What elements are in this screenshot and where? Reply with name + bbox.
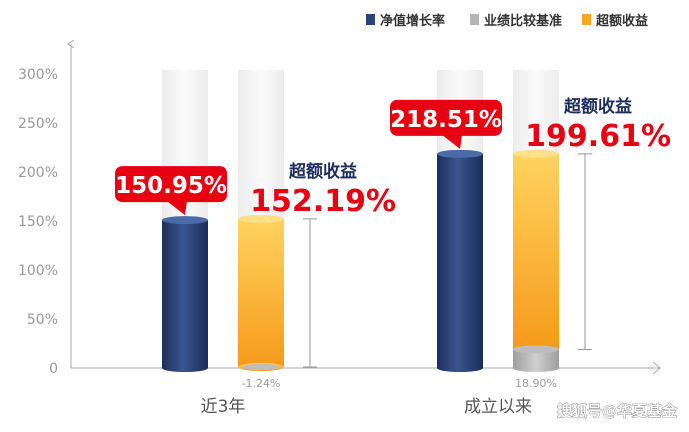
watermark: 搜狐号@华夏基金 — [557, 402, 678, 420]
bar-nav-1 — [162, 216, 208, 372]
legend-label: 业绩比较基准 — [484, 13, 562, 29]
y-tick-label: 150% — [18, 214, 58, 230]
bar-excess-2 — [513, 149, 559, 354]
excess-annotation-value: 199.61% — [525, 119, 671, 154]
bar-benchmark-2 — [513, 345, 559, 372]
benchmark-value-label: 18.90% — [515, 377, 557, 390]
bars: -1.24% 18.90% — [162, 149, 559, 390]
y-tick-label: 300% — [18, 67, 58, 83]
y-tick-label: 250% — [18, 116, 58, 132]
bar-excess-1 — [238, 214, 284, 371]
category-label: 成立以来 — [464, 397, 532, 417]
bar-benchmark-1 — [242, 364, 280, 370]
excess-bracket — [578, 153, 592, 350]
legend-swatch — [582, 14, 591, 25]
y-tick-label: 50% — [27, 312, 58, 328]
nav-callout-2: 218.51% — [390, 99, 502, 149]
x-axis-arrow — [652, 361, 661, 375]
legend-swatch — [470, 14, 479, 25]
bar-nav-2 — [437, 149, 483, 372]
category-labels: 近3年 成立以来 — [201, 397, 532, 417]
legend-swatch — [366, 14, 375, 25]
axes: 0 50% 100% 150% 200% 250% 300% — [18, 44, 661, 377]
y-tick-label: 0 — [49, 361, 58, 377]
legend-label: 净值增长率 — [380, 13, 445, 29]
nav-value-label: 218.51% — [390, 107, 502, 133]
excess-annotation-title: 超额收益 — [289, 161, 357, 182]
excess-annotation-title: 超额收益 — [564, 96, 632, 117]
legend: 净值增长率 业绩比较基准 超额收益 — [366, 13, 648, 29]
legend-label: 超额收益 — [596, 13, 648, 29]
nav-value-label: 150.95% — [115, 173, 227, 199]
legend-item: 业绩比较基准 — [470, 13, 562, 29]
benchmark-value-label: -1.24% — [242, 377, 281, 390]
y-tick-label: 200% — [18, 165, 58, 181]
legend-item: 超额收益 — [582, 13, 648, 29]
category-label: 近3年 — [201, 397, 246, 417]
excess-annotation-value: 152.19% — [250, 184, 396, 219]
y-tick-label: 100% — [18, 263, 58, 279]
excess-bracket — [303, 218, 317, 368]
nav-callout-1: 150.95% — [115, 166, 227, 216]
legend-item: 净值增长率 — [366, 13, 445, 29]
